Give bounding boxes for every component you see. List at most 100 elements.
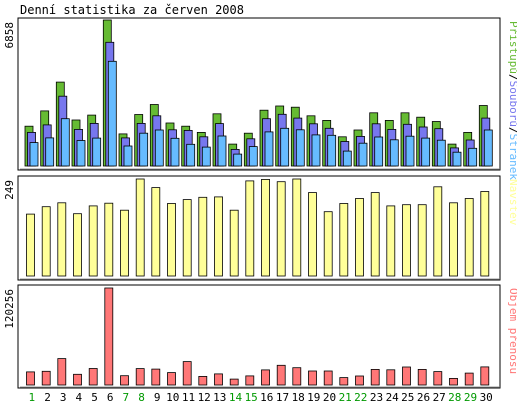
bar-visits-0-day-5 [88, 205, 98, 277]
bar-kbytes-0-day-20 [323, 370, 333, 386]
bar-visits-0-day-11 [182, 199, 192, 277]
bar-kbytes-0-day-19 [308, 370, 317, 386]
max-value-label: 249 [3, 180, 16, 200]
bar-hits-files-pages-2-day-3 [60, 118, 70, 167]
x-tick-label: 15 [245, 391, 258, 404]
bar-visits-0-day-4 [73, 213, 82, 277]
bar-hits-files-pages-2-day-23 [374, 136, 384, 167]
bar-kbytes-0-day-23 [370, 368, 380, 386]
x-tick-label: 14 [229, 391, 243, 404]
x-tick-label: 4 [75, 391, 82, 404]
legend-item: Stránek [507, 134, 517, 181]
bar-kbytes-0-day-17 [276, 364, 286, 386]
bar-hits-files-pages-2-day-9 [154, 129, 164, 167]
bar-visits-0-day-6 [104, 202, 114, 277]
x-tick-label: 8 [138, 391, 145, 404]
bar-kbytes-0-day-7 [120, 375, 129, 386]
bar-visits-0-day-30 [480, 191, 490, 277]
x-tick-label: 21 [339, 391, 352, 404]
bar-kbytes-0-day-21 [339, 377, 349, 386]
panel-legend: Přístupů/Souborů/Stránek [507, 21, 517, 180]
bar-visits-0-day-7 [120, 209, 129, 277]
x-tick-label: 13 [213, 391, 226, 404]
x-tick-label: 22 [354, 391, 367, 404]
bar-hits-files-pages-2-day-24 [389, 139, 399, 167]
x-tick-label: 18 [292, 391, 305, 404]
bar-kbytes-0-day-4 [73, 373, 82, 386]
x-tick-label: 27 [433, 391, 446, 404]
bar-kbytes-0-day-29 [464, 372, 474, 386]
legend-item: / [507, 127, 517, 134]
x-tick-label: 26 [417, 391, 430, 404]
bar-kbytes-0-day-28 [449, 377, 458, 386]
x-axis-day-labels: 1 2 3 4 5 6 7 8 9 10 11 12 13 14 15 16 17 18 19 20 21 22 23 24 2… [28, 391, 492, 404]
panel-legend: Návštěv [507, 179, 517, 226]
legend-item: Přístupů [507, 21, 517, 74]
bar-hits-files-pages-2-day-13 [217, 135, 227, 167]
bar-hits-files-pages-2-day-22 [358, 142, 368, 167]
bar-hits-files-pages-2-day-28 [452, 151, 462, 167]
bar-kbytes-0-day-16 [261, 369, 270, 386]
x-tick-label: 2 [44, 391, 51, 404]
bar-hits-files-pages-2-day-30 [483, 129, 493, 167]
x-tick-label: 24 [386, 391, 400, 404]
x-tick-label: 10 [166, 391, 179, 404]
bar-kbytes-0-day-8 [135, 368, 145, 386]
panel-visits: 249 Návštěv [3, 175, 517, 281]
bar-hits-files-pages-2-day-21 [342, 150, 352, 167]
panel-legend: Objem přenosu [507, 288, 517, 374]
bar-visits-0-day-12 [198, 196, 208, 277]
x-tick-label: 16 [260, 391, 273, 404]
bar-hits-files-pages-2-day-6 [107, 60, 117, 167]
bar-hits-files-pages-2-day-7 [123, 145, 133, 167]
bar-kbytes-0-day-10 [167, 372, 176, 386]
bar-hits-files-pages-2-day-2 [45, 137, 55, 167]
bar-kbytes-0-day-24 [386, 369, 396, 386]
x-tick-label: 11 [182, 391, 195, 404]
bar-visits-0-day-22 [355, 198, 364, 277]
bar-visits-0-day-18 [292, 178, 302, 277]
bar-visits-0-day-25 [402, 204, 411, 277]
bar-visits-0-day-16 [261, 178, 270, 277]
bar-hits-files-pages-2-day-20 [327, 134, 337, 167]
bar-kbytes-0-day-26 [417, 368, 427, 386]
panel-kbytes: 120256 Objem přenosu [3, 284, 517, 389]
bar-visits-0-day-29 [464, 198, 474, 277]
x-tick-label: 25 [401, 391, 414, 404]
bar-kbytes-0-day-12 [198, 375, 208, 386]
bar-hits-files-pages-2-day-10 [170, 137, 180, 167]
bar-hits-files-pages-2-day-1 [29, 142, 39, 167]
bar-visits-0-day-24 [386, 205, 396, 277]
x-tick-label: 20 [323, 391, 336, 404]
bar-visits-0-day-26 [417, 204, 427, 277]
bar-kbytes-0-day-3 [57, 358, 67, 386]
bar-hits-files-pages-2-day-29 [468, 147, 478, 167]
bar-kbytes-0-day-11 [182, 361, 192, 386]
bar-kbytes-0-day-22 [355, 375, 364, 386]
bar-hits-files-pages-2-day-11 [186, 143, 196, 167]
x-tick-label: 19 [307, 391, 320, 404]
x-tick-label: 30 [480, 391, 493, 404]
bar-hits-files-pages-2-day-18 [295, 129, 305, 167]
bar-visits-0-day-2 [41, 206, 51, 277]
bar-visits-0-day-13 [214, 196, 223, 277]
x-tick-label: 29 [464, 391, 477, 404]
bar-hits-files-pages-2-day-12 [201, 146, 211, 167]
bar-visits-0-day-10 [167, 203, 176, 277]
bar-kbytes-0-day-9 [151, 368, 161, 386]
bar-visits-0-day-3 [57, 202, 67, 277]
bar-hits-files-pages-2-day-25 [405, 135, 415, 167]
bar-hits-files-pages-2-day-27 [436, 139, 446, 167]
x-tick-label: 5 [91, 391, 98, 404]
bar-visits-0-day-17 [276, 181, 286, 277]
x-tick-label: 3 [60, 391, 67, 404]
bar-visits-0-day-15 [245, 180, 255, 277]
chart-title: Denní statistika za červen 2008 [20, 3, 244, 17]
bar-hits-files-pages-2-day-17 [280, 127, 290, 167]
bar-hits-files-pages-2-day-19 [311, 134, 321, 167]
bar-hits-files-pages-2-day-16 [264, 131, 274, 167]
bar-kbytes-0-day-13 [214, 373, 223, 386]
x-tick-label: 28 [448, 391, 461, 404]
chart-panels: 6858Přístupů/Souborů/Stránek249Návštěv12… [3, 17, 517, 389]
